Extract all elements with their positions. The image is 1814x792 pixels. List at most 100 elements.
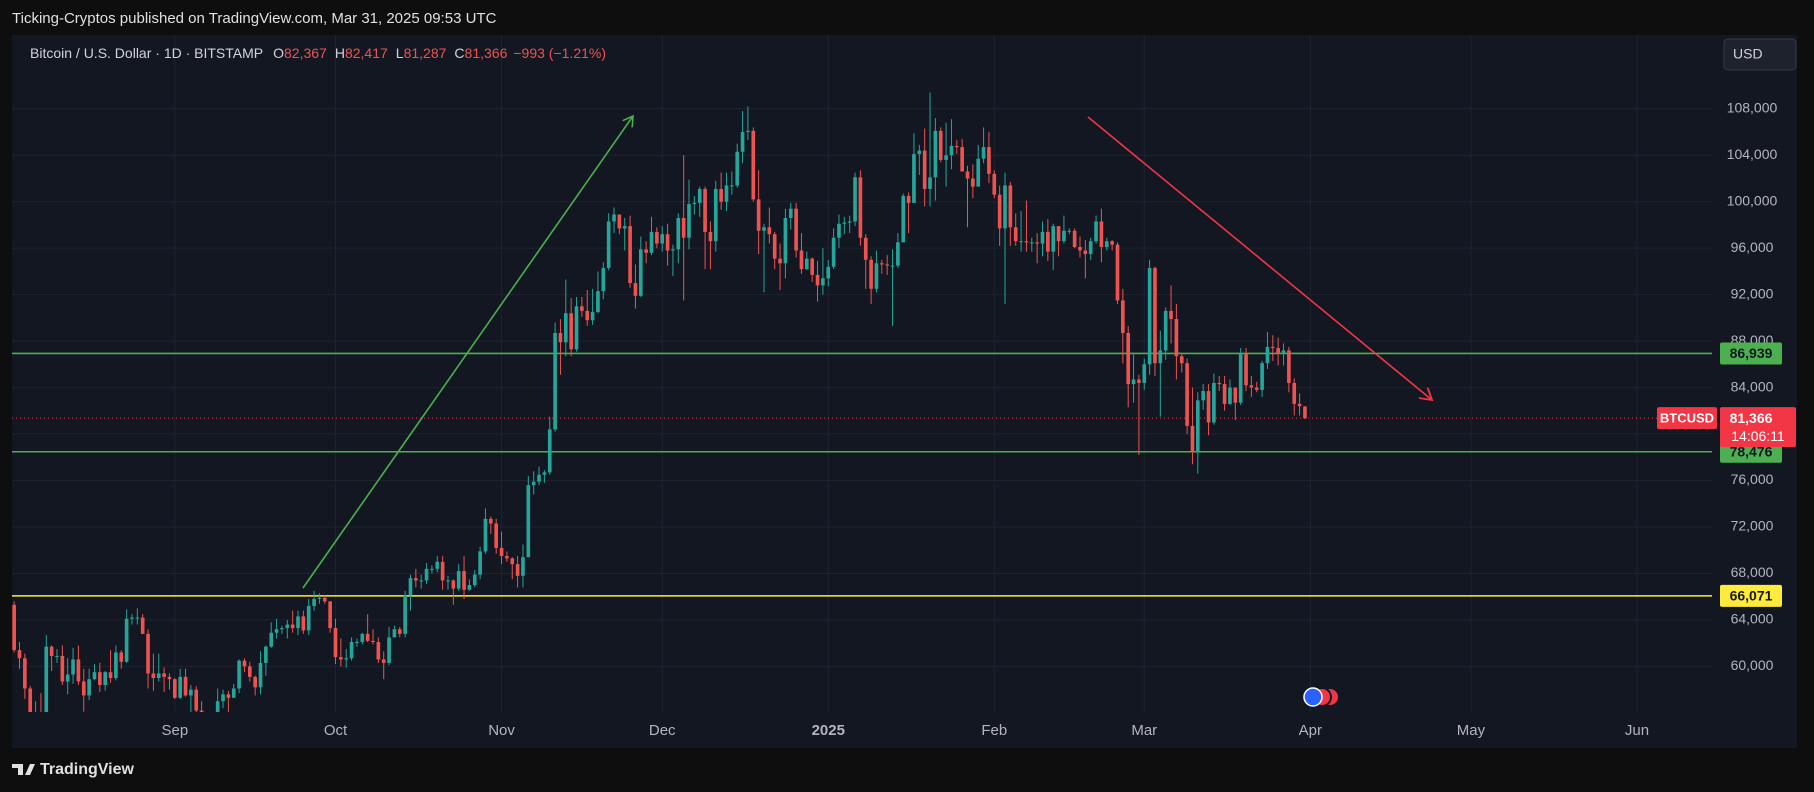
candle-body xyxy=(537,474,541,482)
candle-body xyxy=(542,472,547,475)
x-tick-label: Mar xyxy=(1131,722,1157,739)
candle-body xyxy=(1217,382,1222,385)
field-value: 82,417 xyxy=(345,45,388,61)
x-tick-label: Oct xyxy=(324,722,348,739)
candle-body xyxy=(221,694,225,702)
candle-body xyxy=(1158,350,1163,364)
candle-body xyxy=(810,258,815,275)
candle-body xyxy=(676,217,681,250)
candle-body xyxy=(301,616,306,631)
y-tick-label: 84,000 xyxy=(1731,378,1774,394)
level-label-box xyxy=(1720,584,1782,607)
change: −993 (−1.21%) xyxy=(513,45,606,61)
candle-body xyxy=(515,564,520,576)
currency[interactable]: USD xyxy=(1733,46,1763,62)
candle-body xyxy=(1228,387,1232,404)
candle-body xyxy=(226,694,231,698)
candle-body xyxy=(81,681,86,696)
candle-body xyxy=(183,676,188,696)
candle-body xyxy=(1153,267,1157,364)
axes: 60,00064,00068,00072,00076,00080,00084,0… xyxy=(161,99,1796,739)
candle-body xyxy=(558,332,563,343)
candle-body xyxy=(408,578,413,596)
candle-body xyxy=(1260,363,1264,390)
candle-body xyxy=(960,147,964,172)
candle-body xyxy=(392,629,397,638)
countdown: 14:06:11 xyxy=(1731,428,1785,444)
candle-body xyxy=(76,659,81,682)
candle-body xyxy=(1190,425,1195,452)
candle-body xyxy=(863,237,868,260)
candle-body xyxy=(954,145,959,148)
candle-body xyxy=(713,188,718,242)
candle-body xyxy=(151,673,156,679)
candle-body xyxy=(617,214,622,229)
candle-body xyxy=(269,632,274,647)
candle-body xyxy=(322,597,327,602)
candle-body xyxy=(879,263,884,265)
candle-body xyxy=(826,266,831,279)
candle-body xyxy=(922,150,927,189)
y-tick-label: 96,000 xyxy=(1731,239,1774,255)
candle-body xyxy=(1067,230,1072,232)
currency-button[interactable] xyxy=(1723,38,1797,71)
candle-body xyxy=(1238,353,1243,403)
candle-body xyxy=(467,585,472,590)
candle-body xyxy=(622,226,627,229)
y-tick-label: 108,000 xyxy=(1727,99,1778,115)
symbol-header: Bitcoin / U.S. Dollar · 1D · BITSTAMP O82… xyxy=(30,45,606,61)
x-tick-label: May xyxy=(1457,722,1486,739)
candle-body xyxy=(638,249,643,296)
candle-body xyxy=(178,676,182,698)
candle-body xyxy=(71,659,75,675)
candle-body xyxy=(1281,350,1286,354)
candle-body xyxy=(60,655,65,682)
candle-body xyxy=(28,688,33,712)
candle-body xyxy=(762,227,766,231)
candle-body xyxy=(1062,230,1066,242)
candle-body xyxy=(1212,382,1216,423)
candle-body xyxy=(553,332,557,430)
candle-body xyxy=(783,217,788,264)
candle-body xyxy=(1249,385,1254,388)
candle-body xyxy=(890,265,895,267)
levels xyxy=(12,352,1712,597)
symbol-box xyxy=(1657,407,1717,430)
trend-arrow-down xyxy=(1087,116,1432,400)
candle-body xyxy=(462,571,466,590)
candle-body xyxy=(456,571,461,589)
candle-body xyxy=(719,188,723,202)
candle-body xyxy=(49,646,54,656)
candle-body xyxy=(1072,230,1077,248)
candle-body xyxy=(805,258,809,270)
candle-body xyxy=(419,580,424,582)
candle-body xyxy=(1094,221,1098,242)
candle-body xyxy=(1196,400,1200,452)
candle-body xyxy=(569,313,573,350)
candle-body xyxy=(1029,242,1034,244)
candle-body xyxy=(505,556,509,559)
candle-body xyxy=(633,283,638,296)
candle-body xyxy=(451,580,456,589)
candle-body xyxy=(247,666,252,677)
candle-body xyxy=(1099,221,1104,248)
level-label-box xyxy=(1720,342,1782,365)
candle-body xyxy=(339,657,343,660)
y-tick-label: 72,000 xyxy=(1731,518,1774,534)
candle-body xyxy=(756,199,761,231)
publisher-line: Ticking-Cryptos published on TradingView… xyxy=(12,10,497,27)
candle-body xyxy=(821,278,825,286)
candle-body xyxy=(1254,387,1259,390)
candle-body xyxy=(869,259,873,289)
candle-body xyxy=(853,177,857,222)
candle-body xyxy=(376,642,381,660)
candle-body xyxy=(1297,403,1302,407)
field-value: 81,366 xyxy=(465,45,508,61)
candle-body xyxy=(1201,391,1205,401)
candle-body xyxy=(1040,231,1045,244)
candle-body xyxy=(681,217,686,238)
candle-body xyxy=(215,701,220,712)
candle-body xyxy=(306,605,311,631)
candle-body xyxy=(596,291,600,313)
